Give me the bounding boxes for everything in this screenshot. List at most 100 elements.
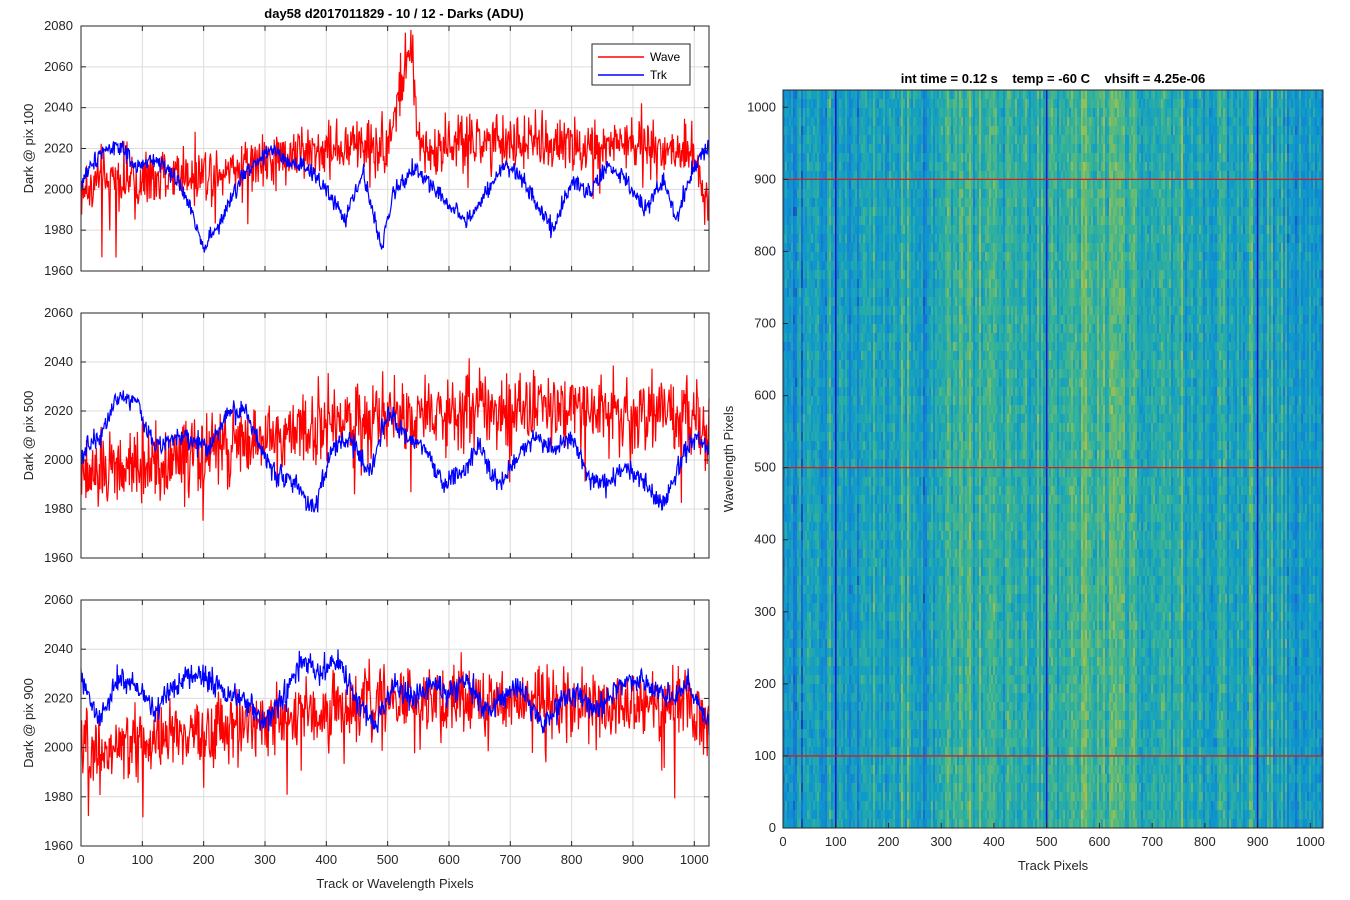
heatmap-cell: [859, 630, 861, 639]
heatmap-cell: [829, 117, 831, 126]
heatmap-cell: [863, 459, 865, 468]
heatmap-cell: [823, 396, 825, 405]
heatmap-cell: [827, 90, 829, 99]
heatmap-cell: [839, 252, 841, 261]
heatmap-cell: [879, 405, 881, 414]
heatmap-cell: [853, 207, 855, 216]
heatmap-cell: [825, 477, 827, 486]
heatmap-cell: [885, 639, 887, 648]
heatmap-cell: [797, 108, 799, 117]
heatmap-cell: [879, 612, 881, 621]
heatmap-cell: [873, 99, 875, 108]
heatmap-cell: [881, 414, 883, 423]
heatmap-cell: [825, 387, 827, 396]
heatmap-cell: [801, 702, 803, 711]
heatmap-cell: [855, 774, 857, 783]
heatmap-cell: [789, 324, 791, 333]
heatmap-cell: [895, 648, 897, 657]
heatmap-cell: [823, 576, 825, 585]
heatmap-cell: [791, 540, 793, 549]
heatmap-cell: [889, 729, 891, 738]
heatmap-cell: [785, 162, 787, 171]
heatmap-cell: [889, 297, 891, 306]
heatmap-cell: [855, 594, 857, 603]
heatmap-cell: [805, 477, 807, 486]
heatmap-cell: [859, 801, 861, 810]
heatmap-cell: [829, 333, 831, 342]
heatmap-cell: [871, 702, 873, 711]
heatmap-cell: [845, 819, 847, 828]
heatmap-cell: [821, 756, 823, 765]
heatmap-cell: [805, 801, 807, 810]
heatmap-cell: [877, 396, 879, 405]
heatmap-cell: [811, 810, 813, 819]
heatmap-cell: [883, 459, 885, 468]
heatmap-cell: [857, 441, 859, 450]
heatmap-cell: [887, 783, 889, 792]
heatmap-cell: [845, 324, 847, 333]
heatmap-cell: [851, 720, 853, 729]
heatmap-cell: [823, 135, 825, 144]
heatmap-cell: [875, 477, 877, 486]
heatmap-cell: [881, 360, 883, 369]
heatmap-cell: [805, 774, 807, 783]
heatmap-cell: [865, 135, 867, 144]
heatmap-cell: [863, 612, 865, 621]
heatmap-cell: [815, 774, 817, 783]
heatmap-cell: [797, 585, 799, 594]
heatmap-cell: [841, 693, 843, 702]
heatmap-cell: [793, 180, 795, 189]
heatmap-cell: [789, 459, 791, 468]
heatmap-cell: [843, 531, 845, 540]
heatmap-cell: [805, 558, 807, 567]
heatmap-cell: [825, 612, 827, 621]
heatmap-cell: [791, 702, 793, 711]
heatmap-cell: [857, 639, 859, 648]
heatmap-cell: [841, 153, 843, 162]
heatmap-cell: [863, 486, 865, 495]
heatmap-cell: [869, 261, 871, 270]
heatmap-cell: [881, 369, 883, 378]
heatmap-cell: [865, 279, 867, 288]
heatmap-cell: [803, 459, 805, 468]
heatmap-cell: [803, 243, 805, 252]
heatmap-cell: [851, 711, 853, 720]
heatmap-cell: [801, 477, 803, 486]
heatmap-cell: [895, 522, 897, 531]
heatmap-cell: [895, 477, 897, 486]
heatmap-cell: [877, 738, 879, 747]
heatmap-cell: [831, 432, 833, 441]
heatmap-cell: [807, 342, 809, 351]
heatmap-cell: [871, 783, 873, 792]
heatmap-cell: [795, 135, 797, 144]
heatmap-cell: [857, 396, 859, 405]
heatmap-cell: [843, 117, 845, 126]
heatmap-cell: [875, 234, 877, 243]
heatmap-cell: [799, 234, 801, 243]
heatmap-cell: [893, 819, 895, 828]
heatmap-cell: [853, 603, 855, 612]
heatmap-cell: [801, 612, 803, 621]
heatmap-cell: [831, 693, 833, 702]
heatmap-cell: [813, 774, 815, 783]
heatmap-cell: [871, 270, 873, 279]
heatmap-cell: [897, 360, 899, 369]
heatmap-cell: [809, 675, 811, 684]
heatmap-cell: [817, 765, 819, 774]
heatmap-cell: [877, 648, 879, 657]
heatmap-cell: [843, 648, 845, 657]
heatmap-cell: [793, 288, 795, 297]
heatmap-cell: [823, 612, 825, 621]
heatmap-cell: [849, 234, 851, 243]
heatmap-cell: [791, 432, 793, 441]
heatmap-cell: [861, 369, 863, 378]
heatmap-cell: [787, 792, 789, 801]
heatmap-cell: [811, 711, 813, 720]
legend: Wave Trk: [592, 44, 690, 85]
heatmap-cell: [807, 792, 809, 801]
heatmap-cell: [813, 333, 815, 342]
heatmap-cell: [789, 261, 791, 270]
heatmap-cell: [795, 279, 797, 288]
heatmap-cell: [821, 720, 823, 729]
heatmap-cell: [861, 657, 863, 666]
